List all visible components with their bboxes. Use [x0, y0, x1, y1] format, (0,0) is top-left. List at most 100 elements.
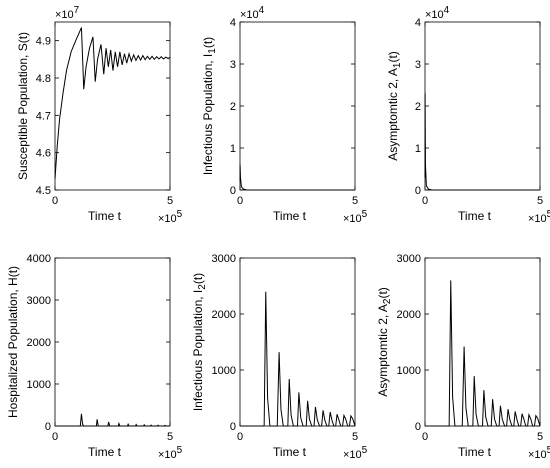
y-axis-label-tail: (t) — [201, 37, 215, 48]
x-tick-label: 0 — [52, 431, 58, 443]
y-tick-label: 2000 — [397, 309, 421, 321]
y-axis-exponent: 7 — [74, 5, 80, 16]
y-axis-multiplier: ×104 — [425, 5, 450, 21]
y-axis-label-subscript: 1 — [392, 62, 403, 68]
plot-area — [424, 21, 541, 191]
y-axis-label: Infectious Population, I1(t) — [201, 37, 218, 175]
x-axis-label: Time t — [273, 445, 307, 459]
y-axis-label-main: Infectious Population, I — [201, 54, 215, 175]
y-axis-label-main: Asymptomtic 2, A — [386, 68, 400, 161]
y-axis-label: Infectious Population, I2(t) — [191, 273, 208, 411]
y-axis-label-tail: (t) — [376, 287, 390, 298]
plot-area — [54, 21, 171, 191]
x-tick-label: 0 — [422, 195, 428, 207]
y-tick-label: 3000 — [212, 253, 236, 265]
y-tick-label: 0 — [45, 421, 51, 433]
plot-area — [239, 257, 356, 427]
y-tick-label: 3000 — [397, 253, 421, 265]
y-tick-label: 4.9 — [36, 36, 51, 48]
x-tick-label: 0 — [237, 431, 243, 443]
x-axis-multiplier: ×105 — [343, 209, 368, 225]
x-tick-label: 5 — [352, 195, 358, 207]
x-axis-exponent: 5 — [547, 209, 550, 220]
y-tick-label: 3000 — [27, 295, 51, 307]
series-line-1 — [54, 27, 171, 179]
y-tick-label: 3 — [230, 59, 236, 71]
x-tick-label: 5 — [537, 431, 543, 443]
chart-panel-1: 4.5 4.6 4.7 4.8 4.9 0 5 Time t ×105 ×107 Susceptib… — [16, 5, 183, 225]
y-axis-multiplier: ×107 — [55, 5, 80, 21]
x-axis-exponent: 5 — [177, 209, 183, 220]
x-axis-multiplier: ×105 — [343, 445, 368, 461]
y-axis-label-subscript: 2 — [382, 298, 393, 304]
x-tick-label: 0 — [52, 195, 58, 207]
y-tick-label: 1 — [230, 143, 236, 155]
y-tick-label: 1000 — [212, 365, 236, 377]
y-tick-label: 2000 — [212, 309, 236, 321]
y-tick-label: 4.8 — [36, 73, 51, 85]
y-tick-label: 4.5 — [36, 185, 51, 197]
series-line-1 — [425, 280, 541, 427]
chart-panel-5: 0 1000 2000 3000 0 5 Time t ×105 Infectious Popu… — [191, 253, 368, 461]
series-line-1 — [55, 413, 170, 427]
x-axis-label: Time t — [458, 445, 492, 459]
x-axis-multiplier: ×105 — [528, 445, 550, 461]
y-axis-label: Asymptomtic 2, A2(t) — [376, 287, 393, 397]
x-axis-label: Time t — [88, 445, 122, 459]
plot-area — [54, 257, 171, 427]
x-tick-label: 5 — [352, 431, 358, 443]
chart-panel-4: 0 1000 2000 3000 4000 0 5 Time t ×105 Hospitalize… — [6, 253, 183, 461]
x-tick-label: 5 — [537, 195, 543, 207]
y-axis-label-tail: (t) — [386, 51, 400, 62]
y-tick-label: 3 — [415, 59, 421, 71]
x-tick-label: 0 — [422, 431, 428, 443]
x-axis-label: Time t — [273, 209, 307, 223]
x-axis-exponent: 5 — [362, 209, 368, 220]
y-tick-label: 0 — [230, 185, 236, 197]
y-axis-label-main: Asymptomtic 2, A — [376, 304, 390, 397]
x-axis-multiplier: ×105 — [158, 209, 183, 225]
series-line-1 — [424, 93, 540, 191]
y-tick-label: 2 — [415, 101, 421, 113]
y-tick-label: 4.7 — [36, 110, 51, 122]
series-line-1 — [240, 291, 356, 427]
plot-area — [239, 21, 356, 191]
x-axis-exponent: 5 — [177, 445, 183, 456]
y-tick-label: 1000 — [397, 365, 421, 377]
y-axis-label-main: Hospitalized Population, H(t) — [6, 266, 20, 418]
y-tick-label: 1 — [415, 143, 421, 155]
x-axis-exponent: 5 — [362, 445, 368, 456]
y-axis-exponent: 4 — [259, 5, 265, 16]
chart-panel-2: 0 1 2 3 4 0 5 Time t ×105 ×104 Infectious Populati… — [201, 5, 368, 225]
x-tick-label: 0 — [237, 195, 243, 207]
x-axis-multiplier: ×105 — [528, 209, 550, 225]
chart-panel-6: 0 1000 2000 3000 0 5 Time t ×105 Asymptomtic 2, … — [376, 253, 550, 461]
y-axis-label-subscript: 2 — [197, 284, 208, 290]
y-axis-label-tail: (t) — [191, 273, 205, 284]
x-tick-label: 5 — [167, 195, 173, 207]
x-axis-label: Time t — [88, 209, 122, 223]
y-tick-label: 2000 — [27, 337, 51, 349]
series-line-1 — [239, 164, 355, 191]
x-axis-multiplier: ×105 — [158, 445, 183, 461]
y-tick-label: 0 — [230, 421, 236, 433]
x-axis-exponent: 5 — [547, 445, 550, 456]
y-axis-multiplier: ×104 — [240, 5, 265, 21]
y-tick-label: 2 — [230, 101, 236, 113]
x-tick-label: 5 — [167, 431, 173, 443]
y-tick-label: 4 — [415, 17, 421, 29]
y-axis-exponent: 4 — [444, 5, 450, 16]
x-axis-label: Time t — [458, 209, 492, 223]
y-tick-label: 0 — [415, 185, 421, 197]
y-tick-label: 4.6 — [36, 148, 51, 160]
y-tick-label: 4000 — [27, 253, 51, 265]
y-tick-label: 4 — [230, 17, 236, 29]
plot-area — [424, 257, 541, 427]
y-axis-label-main: Susceptible Population, S(t) — [16, 32, 30, 180]
y-axis-label-subscript: 1 — [207, 48, 218, 54]
y-axis-label-main: Infectious Population, I — [191, 290, 205, 411]
y-axis-label: Asymptomtic 2, A1(t) — [386, 51, 403, 161]
y-axis-label: Hospitalized Population, H(t) — [6, 266, 20, 418]
